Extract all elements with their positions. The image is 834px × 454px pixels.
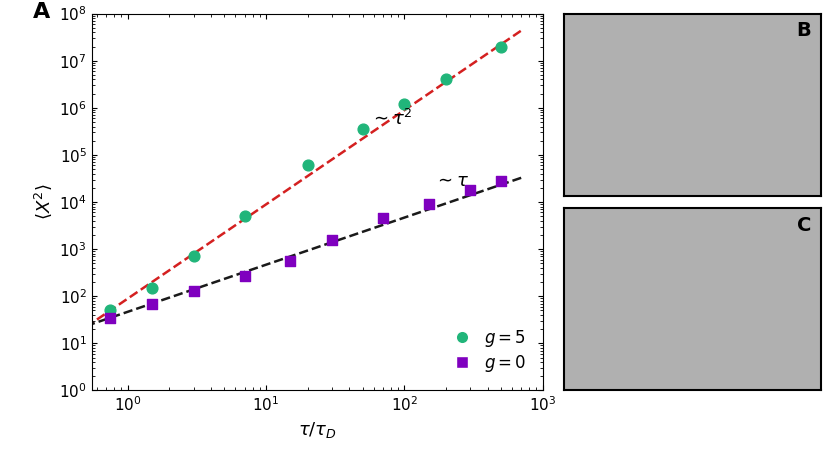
X-axis label: $\tau/\tau_D$: $\tau/\tau_D$	[298, 419, 337, 439]
Point	[238, 272, 251, 280]
Point	[356, 126, 369, 133]
Point	[103, 307, 117, 314]
Y-axis label: $\langle X^2 \rangle$: $\langle X^2 \rangle$	[33, 184, 53, 220]
Point	[238, 212, 251, 220]
Point	[464, 187, 477, 194]
Point	[301, 162, 314, 169]
Point	[284, 258, 297, 265]
Point	[440, 76, 453, 83]
Point	[398, 100, 411, 108]
Point	[145, 300, 158, 307]
Point	[376, 215, 389, 222]
Point	[495, 43, 508, 50]
Text: A: A	[33, 2, 50, 22]
Text: B: B	[796, 21, 811, 40]
Point	[325, 236, 339, 243]
Point	[422, 201, 435, 208]
Point	[145, 284, 158, 291]
Text: C: C	[796, 216, 811, 235]
Point	[187, 287, 200, 295]
Text: $\sim\tau$: $\sim\tau$	[435, 172, 470, 190]
Point	[103, 314, 117, 321]
Point	[495, 178, 508, 185]
Point	[187, 253, 200, 260]
Text: $\sim\tau^2$: $\sim\tau^2$	[369, 109, 412, 129]
Legend: $g = 5$, $g = 0$: $g = 5$, $g = 0$	[437, 319, 535, 382]
